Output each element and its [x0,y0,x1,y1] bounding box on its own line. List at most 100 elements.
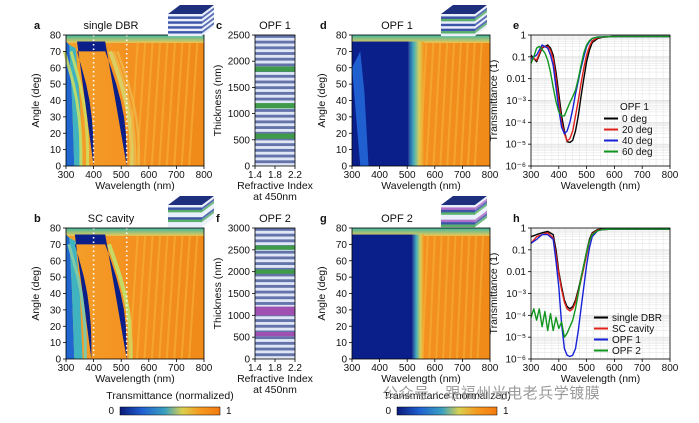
colorbar-label: Transmittance (normalized) [106,390,233,402]
panel-e-xtick-label: 500 [578,170,595,181]
heatmap-stopband [352,234,413,359]
stack-purple-layer [255,331,295,337]
heatmap-b [66,228,204,360]
panel-g-xtick-label: 500 [399,363,416,374]
heatmap-fringe-line [67,243,87,359]
panel-b-ytick-label: 50 [50,273,62,284]
panel-e-xtick-label: 300 [523,170,540,181]
panel-h-ytick-label: 1 [520,224,526,235]
panel-g-ytick-label: 10 [336,338,348,349]
colorbar-label: Transmittance (normalized) [383,390,510,402]
panel-c-label: c [216,20,222,32]
stack-dark-layer [255,63,295,67]
heatmap-streak [188,41,199,167]
stack-dark-layer [255,35,295,38]
panel-d-ytick-label: 20 [336,129,348,140]
panel-h-ytick-label: 0.1 [512,245,526,256]
panel-f-ytick-label: 1000 [228,311,251,322]
panel-b-ytick-label: 40 [50,289,62,300]
panel-e-ylabel: Transmittance (1) [488,60,500,142]
panel-d-xtick-label: 500 [399,170,416,181]
stack-dark-layer [255,319,295,322]
panel-d-ytick-label: 80 [336,31,348,42]
heatmap-streak [158,234,169,360]
stack-dark-layer [255,46,295,50]
stack-dark-layer [255,143,295,147]
panel-b-ytick-label: 70 [50,240,62,251]
panel-a-xlabel: Wavelength (nm) [95,180,175,192]
panel-f-title: OPF 2 [259,213,291,225]
stack-dark-layer [255,273,295,277]
panel-b-label: b [34,213,41,225]
heatmap-streak [425,41,435,167]
stack-dark-layer [255,324,295,328]
panel-g-xlabel: Wavelength (nm) [381,373,461,385]
stack-dark-layer [255,86,295,90]
stack-dark-layer [255,148,295,152]
heatmap-top-band [66,228,204,236]
panel-d-xtick-label: 600 [426,170,443,181]
panel-e-ytick-label: 1 [520,31,526,42]
heatmap-edge [408,41,424,166]
colorbar-min-label: 0 [385,406,391,417]
panel-g-xtick-label: 400 [371,363,388,374]
panel-f-xtick-label: 1.8 [268,363,282,374]
panel-b-xtick-label: 700 [168,363,185,374]
panel-h-ylabel: Transmittance (1) [488,253,500,335]
heatmap-streak [473,41,483,167]
panel-a-xtick-label: 700 [168,170,185,181]
stack-high-index-layer [255,133,295,139]
panel-a-ytick-label: 60 [50,63,62,74]
heatmap-streak [442,234,450,360]
heatmap-streak [180,234,191,360]
series-line-60-deg [530,35,670,117]
heatmap-streak [188,234,199,360]
panel-g-xtick-label: 300 [344,363,361,374]
heatmap-blue-region [352,51,369,166]
panel-b-xtick-label: 400 [85,363,102,374]
heatmap-a [62,35,204,167]
panel-h-xtick-label: 700 [634,363,651,374]
stack-dark-layer [255,131,295,135]
panel-h-ytick-label: 10⁻⁴ [505,311,526,322]
panel-e-ytick-label: 0.1 [512,52,526,63]
panel-a-ytick-label: 0 [55,162,61,173]
panel-a-xtick-label: 500 [113,170,130,181]
panel-b-ytick-label: 20 [50,322,62,333]
panel-c-ytick-label: 0 [244,162,250,173]
stack-high-index-layer [255,269,295,274]
panel-f-xtick-label: 1.4 [248,363,262,374]
stack-dark-layer [255,239,295,243]
heatmap-streak [455,234,464,360]
panel-c-ytick-label: 1000 [228,109,251,120]
panel-a-xtick-label: 800 [196,170,213,181]
panel-d-ytick-label: 40 [336,96,348,107]
stack-dark-layer [255,256,295,260]
colorbar-max-label: 1 [503,406,509,417]
heatmap-streak [173,234,184,360]
panel-f-ytick-label: 2000 [228,267,251,278]
stack-dark-layer [255,57,295,61]
heatmap-g [352,228,490,360]
heatmap-blue-region [66,234,75,359]
panel-e-xtick-label: 400 [550,170,567,181]
heatmap-fringe-line [62,50,83,166]
legend-entry: single DBR [612,313,662,324]
panel-g-ytick-label: 0 [341,355,347,366]
panel-e-ytick-label: 10⁻⁶ [505,162,526,173]
panel-d-xtick-label: 300 [344,170,361,181]
panel-f-xtick-label: 2.2 [288,363,302,374]
panel-h-xtick-label: 600 [606,363,623,374]
legend-title: OPF 1 [620,102,649,113]
panel-g-title: OPF 2 [381,213,413,225]
panel-c-ytick-label: 500 [233,135,250,146]
stack-dark-layer [255,109,295,112]
heatmap-streak [462,234,471,360]
panel-g-ytick-label: 20 [336,322,348,333]
stack-dark-layer [255,52,295,55]
panel-c-xtick-label: 2.2 [288,170,302,181]
stack-dark-layer [255,250,295,254]
heatmap-blue-region [66,41,75,166]
stack-dark-layer [255,341,295,345]
panel-c-xtick-label: 1.8 [268,170,282,181]
